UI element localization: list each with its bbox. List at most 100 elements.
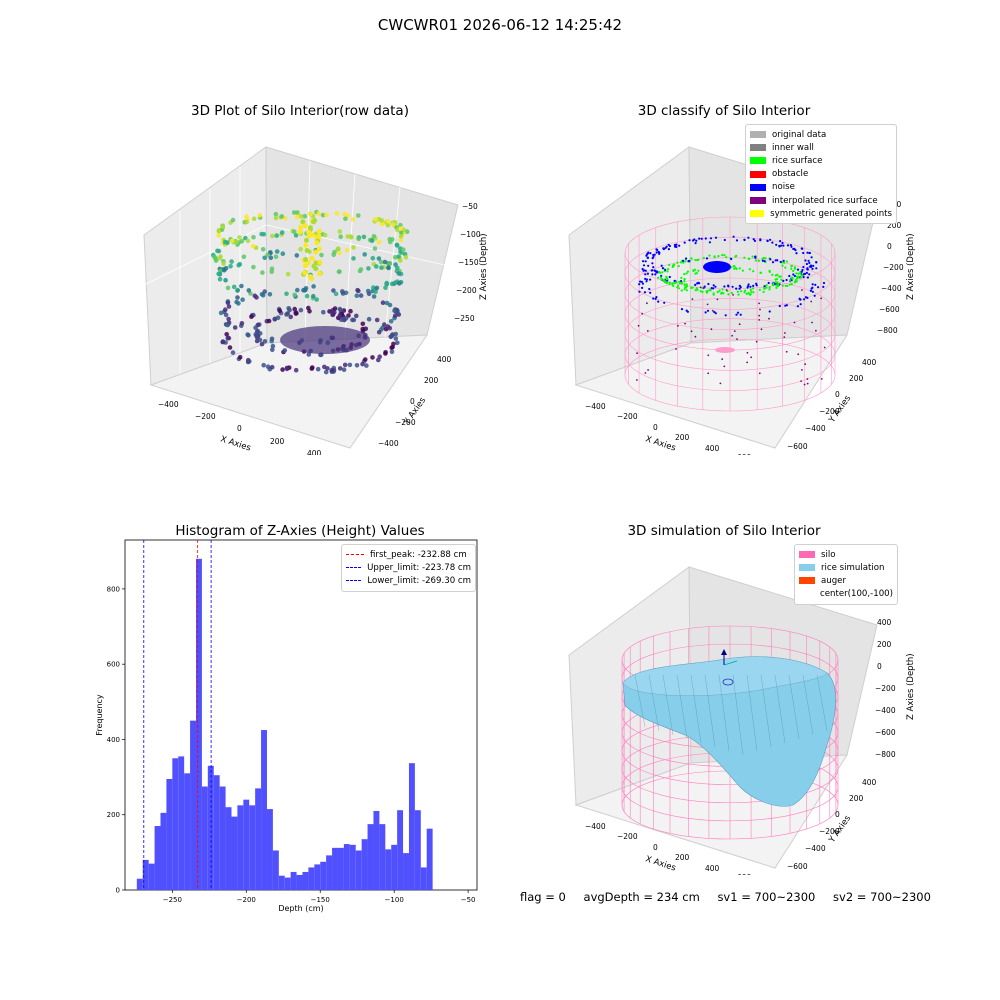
raw-point [247, 359, 252, 364]
histogram-bar [154, 826, 161, 890]
classified-point [686, 284, 689, 288]
surface-mesh-line [704, 674, 716, 748]
raw-point [380, 300, 386, 305]
raw-point [240, 297, 245, 302]
legend-item: inner wall [750, 141, 892, 154]
classified-point [802, 251, 805, 255]
classified-point [673, 282, 676, 285]
interpolated-point [784, 332, 786, 334]
raw-point [385, 219, 390, 224]
classified-point [646, 272, 649, 275]
classified-point [668, 275, 671, 279]
classified-point [781, 284, 784, 287]
classified-point [698, 237, 701, 240]
classified-point [714, 312, 717, 315]
classified-point [745, 292, 748, 295]
raw-point [234, 299, 239, 305]
classified-point [661, 267, 664, 270]
raw-point [265, 364, 271, 369]
classified-point [695, 272, 698, 275]
raw-point [298, 307, 304, 313]
p4-ytick: −600 [787, 862, 808, 871]
interpolated-point [793, 321, 796, 324]
classified-point [683, 288, 686, 291]
interpolated-point [707, 372, 710, 375]
classified-point [690, 257, 693, 260]
classified-point [807, 259, 810, 262]
classified-point [780, 278, 783, 281]
classified-point [677, 287, 680, 290]
classified-point [794, 279, 797, 282]
interpolated-point [706, 303, 709, 306]
classified-point [796, 268, 800, 271]
legend-item: interpolated rice surface [750, 194, 892, 207]
interpolated-point [646, 330, 649, 332]
classified-point [784, 284, 787, 287]
y-tick-label: 200 [107, 811, 120, 819]
classified-point [644, 269, 647, 272]
raw-point [226, 335, 232, 341]
classified-point [723, 254, 726, 257]
interpolated-point [810, 300, 813, 303]
classified-point [649, 252, 652, 255]
classified-point [694, 289, 697, 292]
classified-point [741, 269, 744, 272]
raw-point [237, 261, 243, 267]
raw-point [342, 362, 348, 368]
histogram-bar [308, 867, 315, 890]
classified-point [714, 285, 717, 288]
raw-point [228, 264, 233, 269]
raw-point [303, 263, 308, 269]
interpolated-point [806, 378, 809, 380]
p1-ytick: 200 [424, 376, 439, 385]
surface-mesh-line [718, 674, 730, 752]
raw-point [257, 213, 262, 218]
classified-point [785, 304, 788, 307]
surface-mesh-line [648, 674, 660, 732]
histogram-bar [272, 850, 279, 890]
classified-point [693, 268, 697, 271]
histogram-bar [148, 863, 155, 890]
raw-point [253, 325, 258, 330]
classified-point [735, 267, 738, 271]
classify-3d: −400 −200 0 200 400 600 −600 −400 −200 0… [568, 146, 916, 455]
raw-point [366, 266, 371, 271]
classified-point [701, 290, 704, 294]
surface-mesh-line [760, 674, 772, 748]
interpolated-point [801, 369, 803, 371]
raw-point [244, 219, 249, 225]
classified-point [749, 285, 752, 288]
classified-point [740, 290, 743, 293]
classified-point [786, 284, 789, 288]
classified-point [639, 280, 642, 283]
raw-point [311, 293, 316, 299]
histogram-bar [397, 810, 404, 890]
p4-zlabel: Z Axies (Depth) [906, 653, 916, 720]
p2-ytick: 0 [835, 390, 840, 399]
raw-point-cluster [280, 326, 370, 354]
raw-point [382, 322, 387, 327]
classified-point [723, 285, 726, 288]
histogram-bar [219, 786, 226, 890]
interpolated-point [731, 334, 733, 337]
interpolated-point [675, 348, 677, 350]
interpolated-point [711, 309, 714, 312]
classified-point [739, 286, 742, 289]
raw-point [374, 264, 379, 269]
classified-point [673, 263, 676, 266]
classified-point [650, 269, 653, 272]
classified-point [674, 245, 677, 248]
panel3-title: Histogram of Z-Axies (Height) Values [175, 523, 425, 539]
classified-point [743, 256, 746, 259]
classified-point [677, 265, 680, 268]
classified-point [795, 272, 798, 275]
raw-point [351, 256, 356, 261]
classified-point [677, 284, 680, 287]
legend-item: center(100,-100) [799, 588, 893, 601]
raw-point [394, 243, 400, 248]
raw-point [370, 255, 376, 261]
raw-point [360, 361, 365, 367]
legend-item: noise [750, 181, 892, 194]
classified-point [654, 297, 657, 300]
classified-point [790, 245, 793, 248]
